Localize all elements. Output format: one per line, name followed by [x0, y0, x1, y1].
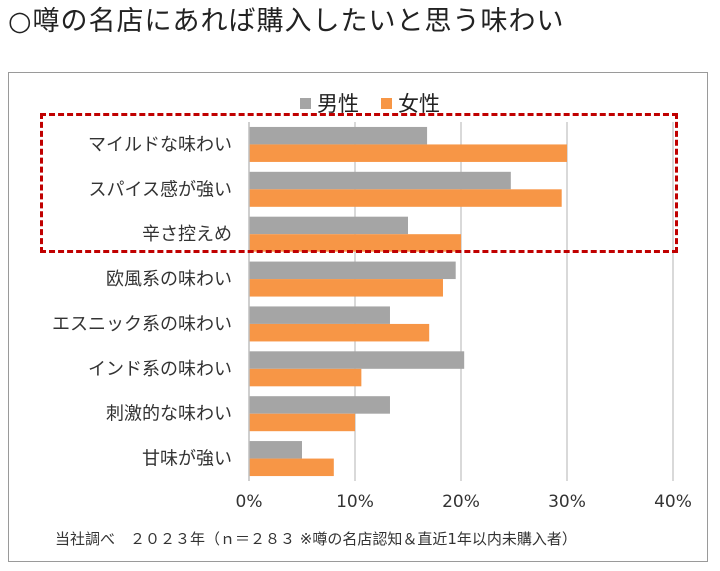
bar-male	[249, 396, 390, 414]
highlight-box	[40, 113, 678, 253]
bar-male	[249, 261, 456, 280]
legend-swatch-male	[300, 97, 311, 109]
bar-female	[249, 189, 562, 207]
legend-swatch-female	[381, 97, 392, 109]
category-label: 刺激的な味わい	[106, 404, 232, 425]
bar-female	[249, 234, 461, 252]
x-tick-label: 0%	[236, 492, 263, 512]
bar-male	[249, 441, 302, 459]
bar-female	[249, 458, 334, 477]
category-label: マイルドな味わい	[88, 134, 232, 155]
bar-male	[249, 351, 465, 369]
category-label: 辛さ控えめ	[142, 224, 232, 245]
chart-frame	[8, 72, 708, 562]
category-label: エスニック系の味わい	[52, 314, 232, 335]
footnote: 当社調べ ２０２３年（ｎ＝２８３ ※噂の名店認知＆直近1年以内未購入者）	[55, 530, 577, 548]
bar-female	[249, 279, 443, 297]
bar-male	[249, 216, 408, 235]
x-tick-label: 10%	[336, 492, 374, 512]
bar-female	[249, 144, 567, 162]
legend-item-male: 男性	[300, 88, 359, 118]
bar-male	[249, 306, 390, 324]
x-tick-label: 40%	[654, 492, 692, 512]
page-title: ○噂の名店にあれば購入したいと思う味わい	[8, 6, 565, 37]
category-label: スパイス感が強い	[89, 179, 232, 200]
category-label: 欧風系の味わい	[106, 269, 232, 290]
category-label: 甘味が強い	[142, 449, 232, 470]
category-label: インド系の味わい	[88, 359, 232, 380]
legend-item-female: 女性	[381, 88, 440, 118]
bar-male	[249, 126, 428, 145]
bar-female	[249, 323, 430, 342]
x-tick-label: 20%	[442, 492, 480, 512]
bar-female	[249, 413, 355, 432]
legend-label-male: 男性	[317, 92, 359, 116]
x-tick-label: 30%	[548, 492, 586, 512]
legend-label-female: 女性	[398, 92, 440, 116]
bar-male	[249, 171, 511, 190]
chart-legend: 男性 女性	[300, 88, 440, 118]
bar-female	[249, 368, 362, 387]
